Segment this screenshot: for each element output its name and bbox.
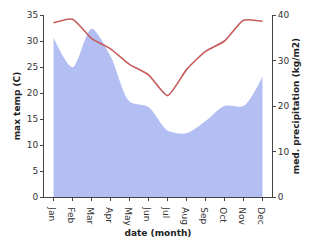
svg-text:Dec: Dec [256,207,266,224]
svg-text:0: 0 [278,192,284,202]
svg-text:May: May [123,207,133,226]
svg-text:35: 35 [27,10,38,20]
svg-text:med. precipitation (kg/m2): med. precipitation (kg/m2) [291,38,301,174]
svg-text:Jun: Jun [142,206,152,221]
svg-text:Jul: Jul [161,206,171,218]
svg-text:Sep: Sep [199,207,209,224]
svg-text:40: 40 [278,10,290,20]
svg-text:Jan: Jan [47,206,57,221]
svg-text:25: 25 [27,62,38,72]
svg-text:Aug: Aug [180,207,190,225]
svg-text:Nov: Nov [237,207,247,225]
svg-text:0: 0 [32,192,38,202]
svg-text:20: 20 [278,101,290,111]
svg-text:10: 10 [278,147,290,157]
svg-text:date (month): date (month) [125,228,192,238]
svg-text:10: 10 [27,140,39,150]
svg-text:20: 20 [27,88,39,98]
svg-text:30: 30 [278,56,290,66]
svg-text:Apr: Apr [104,207,114,223]
svg-text:15: 15 [27,114,38,124]
svg-text:Oct: Oct [218,207,228,223]
svg-text:max temp (C): max temp (C) [12,72,22,141]
svg-text:5: 5 [32,166,38,176]
svg-text:Feb: Feb [66,207,76,223]
svg-text:Mar: Mar [85,207,95,224]
svg-text:30: 30 [27,36,39,46]
